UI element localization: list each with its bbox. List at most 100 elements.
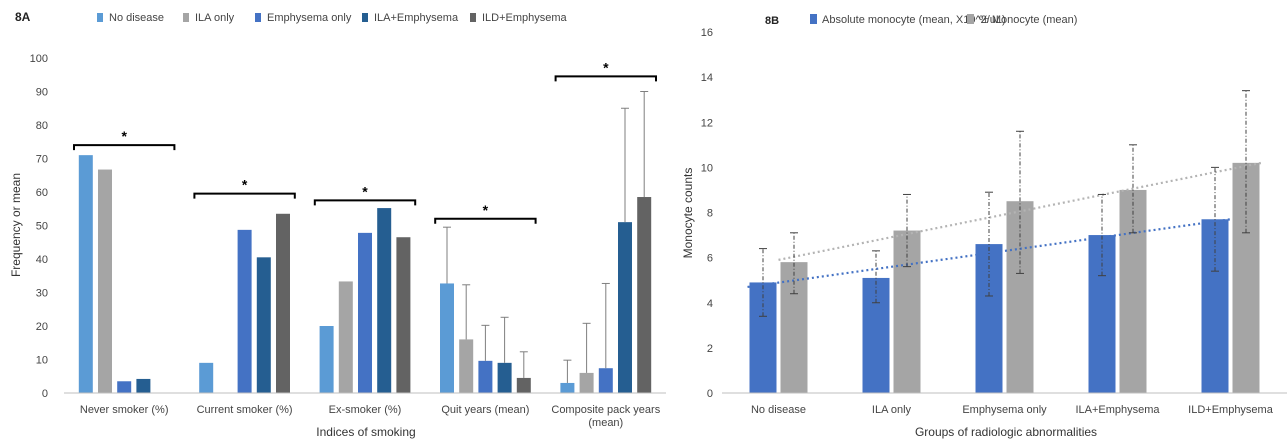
bar-no-disease: [560, 382, 575, 393]
bar-percent-monocyte: [1006, 201, 1034, 393]
legend-8b: Absolute monocyte (mean, X10^2/uL)% Mono…: [810, 14, 1077, 26]
x-tick-labels-8b: No disease ILA only Emphysema only ILA+Emph…: [751, 404, 1274, 416]
legend-label: ILA only: [195, 12, 235, 24]
bar-ila-emphysema: [377, 208, 392, 393]
y-tick-label: 0: [707, 388, 713, 400]
error-bars-8a: [443, 91, 649, 383]
y-tick-label: 14: [701, 72, 713, 84]
bar-ila-only: [579, 372, 594, 393]
legend-swatch: [97, 13, 103, 22]
legend-swatch: [183, 13, 189, 22]
significance-brackets-8a: * * * * *: [73, 59, 657, 224]
bars-8b: [749, 162, 1260, 393]
trendline-absolute-monocyte: [747, 218, 1231, 289]
bar-percent-monocyte: [1232, 162, 1260, 393]
significance-bracket: [193, 192, 296, 199]
x-tick-label: (mean): [588, 417, 623, 429]
legend-swatch: [810, 14, 817, 24]
x-tick-label: No disease: [751, 404, 806, 416]
x-tick-label: ILA+Emphysema: [1075, 404, 1160, 416]
bar-ild-emphysema: [516, 377, 531, 393]
x-tick-label: Never smoker (%): [80, 404, 169, 416]
y-tick-label: 50: [36, 221, 48, 233]
bar-ila-only: [338, 281, 353, 393]
significance-bracket: [313, 199, 417, 206]
y-tick-label: 90: [36, 87, 48, 99]
bar-ila-emphysema: [497, 362, 512, 393]
y-tick-label: 10: [36, 355, 48, 367]
legend-label: % Monocyte (mean): [979, 14, 1077, 26]
bar-ild-emphysema: [637, 197, 652, 393]
y-tick-label: 80: [36, 120, 48, 132]
error-bars-8b: [759, 90, 1250, 317]
legend-label: Absolute monocyte (mean, X10^2/uL): [822, 14, 1006, 26]
y-tick-label: 60: [36, 187, 48, 199]
panel-label-8b: 8B: [765, 15, 779, 27]
x-tick-labels-8a: Never smoker (%) Current smoker (%) Ex-smo…: [80, 404, 661, 429]
trendlines-8b: [747, 161, 1262, 289]
bar-absolute-monocyte: [749, 282, 777, 393]
bar-ild-emphysema: [396, 237, 411, 393]
y-tick-label: 6: [707, 253, 713, 265]
significance-bracket: [434, 217, 537, 224]
legend-8a: No disease ILA only Emphysema only ILA+Emph…: [97, 12, 568, 24]
bar-emphysema-only: [478, 360, 493, 393]
bar-emphysema-only: [358, 232, 372, 393]
bar-absolute-monocyte: [862, 277, 890, 393]
x-axis-title-8a: Indices of smoking: [316, 425, 415, 439]
y-tick-label: 8: [707, 208, 713, 220]
bar-ila-only: [459, 339, 474, 393]
significance-star: *: [603, 59, 609, 75]
x-tick-label: Current smoker (%): [197, 404, 293, 416]
bar-ila-emphysema: [256, 257, 271, 393]
y-tick-label: 16: [701, 27, 713, 39]
significance-star: *: [242, 177, 248, 193]
y-axis-title-8b: Monocyte counts: [681, 168, 695, 259]
legend-label: ILA+Emphysema: [374, 12, 459, 24]
bar-no-disease: [440, 283, 454, 393]
y-tick-label: 30: [36, 288, 48, 300]
trendline-percent-monocyte: [778, 161, 1262, 261]
legend-swatch: [362, 13, 368, 22]
legend-label: ILD+Emphysema: [482, 12, 568, 24]
bar-ild-emphysema: [276, 213, 290, 393]
significance-star: *: [483, 202, 489, 218]
bar-absolute-monocyte: [1088, 235, 1116, 393]
y-axis-8b: 0 2 4 6 8 10 12 14 16: [701, 27, 713, 400]
y-tick-label: 70: [36, 154, 48, 166]
bar-emphysema-only: [237, 229, 252, 393]
legend-label: Emphysema only: [267, 12, 352, 24]
significance-star: *: [362, 183, 368, 199]
bar-ila-emphysema: [618, 222, 632, 393]
bar-emphysema-only: [598, 368, 613, 393]
significance-star: *: [121, 128, 127, 144]
y-tick-label: 40: [36, 254, 48, 266]
y-tick-label: 10: [701, 162, 713, 174]
y-tick-label: 0: [42, 388, 48, 400]
legend-swatch: [470, 13, 476, 22]
x-tick-label: Emphysema only: [962, 404, 1047, 416]
x-tick-label: ILD+Emphysema: [1188, 404, 1274, 416]
y-tick-label: 2: [707, 343, 713, 355]
chart-8a: 8A No disease ILA only Emphysema only ILA+E…: [9, 10, 666, 439]
y-tick-label: 100: [30, 53, 48, 65]
y-axis-title-8a: Frequency or mean: [9, 173, 23, 277]
x-axis-title-8b: Groups of radiologic abnormalities: [915, 425, 1097, 439]
x-tick-label: ILA only: [872, 404, 912, 416]
y-tick-label: 12: [701, 117, 713, 129]
y-tick-label: 4: [707, 298, 713, 310]
legend-swatch: [967, 14, 974, 24]
significance-bracket: [554, 75, 657, 82]
y-axis-8a: 0 10 20 30 40 50 60 70 80 90 100: [30, 53, 48, 400]
bar-no-disease: [78, 155, 93, 393]
bars-8a: [78, 155, 652, 393]
legend-label: No disease: [109, 12, 164, 24]
bar-ila-emphysema: [136, 378, 151, 393]
bar-emphysema-only: [117, 381, 132, 393]
bar-no-disease: [319, 326, 334, 393]
panel-label-8a: 8A: [15, 10, 31, 24]
x-tick-label: Quit years (mean): [441, 404, 529, 416]
x-tick-label: Ex-smoker (%): [329, 404, 402, 416]
y-tick-label: 20: [36, 321, 48, 333]
